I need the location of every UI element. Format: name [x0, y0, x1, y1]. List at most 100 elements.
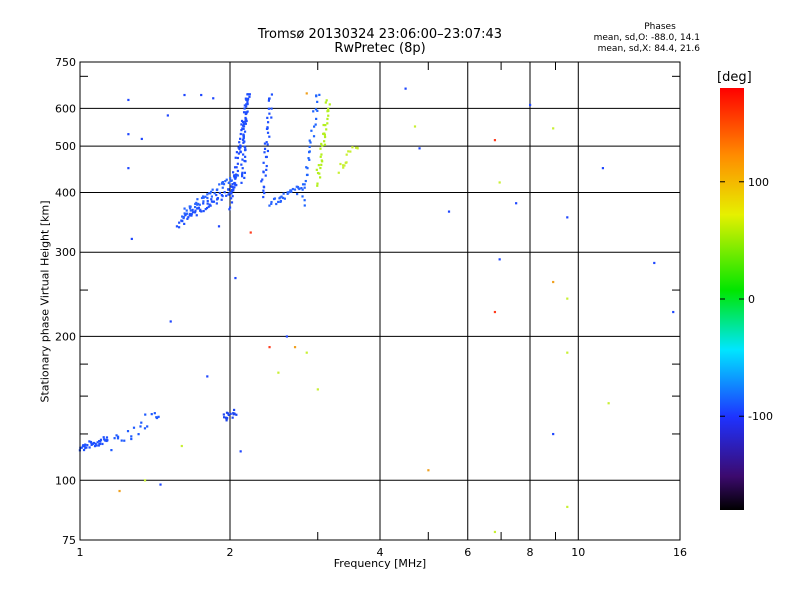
data-point [239, 146, 242, 149]
data-point [323, 140, 326, 143]
data-point [498, 181, 501, 184]
data-point [266, 126, 269, 129]
data-point [312, 135, 316, 138]
data-point [244, 122, 247, 125]
data-point [182, 217, 185, 220]
data-point [243, 104, 246, 107]
data-point [227, 413, 230, 417]
data-point [566, 351, 569, 354]
data-point [95, 444, 98, 447]
data-point [552, 432, 555, 436]
data-point [232, 171, 235, 174]
data-point [90, 443, 93, 446]
data-point [238, 147, 241, 150]
data-point [267, 107, 270, 110]
data-point [228, 206, 232, 209]
x-tick-label: 10 [571, 546, 585, 559]
data-point [275, 202, 278, 206]
data-point [316, 171, 320, 175]
data-point [323, 132, 326, 135]
data-point [82, 448, 86, 452]
data-point [235, 184, 238, 187]
data-point [232, 188, 235, 191]
data-point [296, 192, 299, 196]
data-point [235, 413, 238, 416]
y-tick-label: 75 [62, 534, 76, 547]
data-point [189, 209, 192, 212]
data-point [113, 437, 116, 440]
data-point [99, 440, 102, 443]
data-point [178, 221, 181, 224]
colorbar-tick-label: -100 [748, 410, 773, 423]
grid-lines [80, 62, 680, 540]
data-point [313, 125, 316, 128]
data-point [316, 109, 319, 112]
data-point [239, 450, 242, 453]
data-point [88, 446, 91, 449]
data-point [293, 346, 297, 349]
data-point [236, 156, 239, 160]
data-point [263, 147, 267, 150]
data-point [324, 101, 327, 104]
data-point [245, 112, 248, 115]
data-point [529, 103, 532, 107]
data-point [316, 388, 319, 391]
data-point [266, 121, 270, 124]
phases-o-line: mean, sd,O: -88.0, 14.1 [593, 33, 700, 43]
data-point [287, 191, 291, 194]
data-point [493, 310, 497, 314]
data-point [314, 123, 317, 126]
data-point [188, 214, 191, 217]
data-point [194, 209, 197, 212]
data-point [236, 174, 240, 177]
data-point [317, 164, 320, 167]
data-point [181, 215, 184, 218]
data-point [263, 191, 266, 195]
data-point [268, 204, 271, 207]
data-point [325, 128, 328, 131]
data-point [285, 335, 288, 338]
data-point [653, 261, 656, 265]
data-point [244, 116, 247, 120]
data-point [244, 120, 247, 123]
data-point [324, 124, 327, 127]
data-point [215, 193, 218, 197]
data-point [211, 188, 214, 191]
data-point [305, 351, 308, 354]
data-point [240, 163, 243, 166]
data-point [283, 197, 286, 200]
data-point [298, 187, 301, 191]
data-point [244, 97, 247, 100]
data-point [320, 159, 323, 162]
data-point [202, 202, 205, 205]
data-point [206, 193, 209, 196]
data-point [224, 180, 227, 183]
x-tick-label: 16 [673, 546, 687, 559]
data-point [342, 166, 345, 169]
data-point [212, 97, 215, 100]
data-point [261, 178, 264, 181]
data-point [220, 198, 223, 201]
data-point [218, 183, 221, 186]
data-point [229, 177, 232, 180]
data-point [215, 188, 219, 192]
data-point [270, 202, 273, 205]
data-point [315, 168, 318, 171]
data-point [186, 217, 189, 220]
data-point [104, 439, 107, 442]
data-point [242, 135, 245, 138]
data-point [322, 123, 325, 127]
data-point [98, 442, 102, 445]
data-point [197, 206, 200, 209]
data-point [323, 135, 327, 139]
data-point [244, 155, 247, 158]
y-tick-label: 500 [55, 140, 76, 153]
y-axis-label: Stationary phase Virtual Height [km] [38, 200, 52, 403]
data-point [97, 444, 100, 447]
data-point [323, 133, 326, 136]
data-point [206, 202, 209, 205]
data-point [267, 99, 271, 102]
data-point [195, 214, 198, 217]
phases-summary: Phases mean, sd,O: -88.0, 14.1 mean, sd,… [592, 22, 700, 55]
data-point [190, 214, 193, 217]
